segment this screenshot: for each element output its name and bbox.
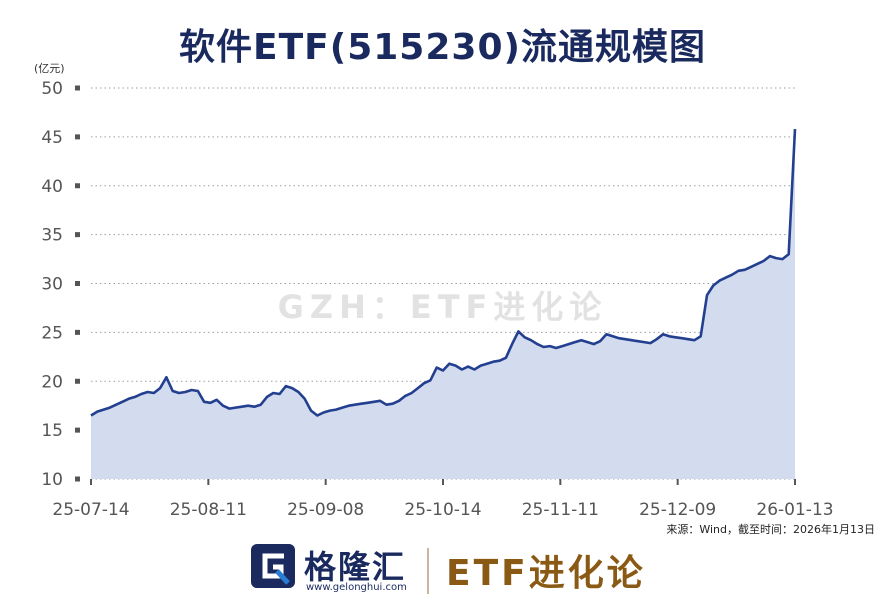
watermark-text: GZH：ETF进化论 — [277, 288, 608, 326]
gelonghui-logo-icon — [250, 543, 296, 589]
x-tick-label: 25-12-09 — [639, 500, 716, 520]
x-tick-label: 25-10-14 — [404, 500, 481, 520]
chart-canvas: 10 15 20 25 30 35 40 45 50 25-07-14 25-08-11 25-09… — [41, 79, 834, 520]
y-tick-mark — [75, 183, 80, 189]
y-tick-mark — [75, 427, 80, 433]
chart-title: 软件ETF(515230)流通规模图 — [179, 27, 706, 68]
y-tick-mark — [75, 232, 80, 238]
y-tick-mark — [75, 329, 80, 335]
y-tick-mark — [75, 476, 80, 482]
y-tick-mark — [75, 281, 80, 286]
series-line — [90, 129, 797, 417]
y-axis-ticks: 10 15 20 25 30 35 40 45 50 — [41, 79, 80, 490]
x-tick-label: 25-09-08 — [287, 500, 364, 520]
y-tick-label: 45 — [41, 128, 63, 148]
footer: 格隆汇 www.gelonghui.com ETF进化论 — [0, 540, 885, 600]
x-tick-label: 25-07-14 — [52, 500, 129, 520]
brand-url: www.gelonghui.com — [306, 582, 407, 593]
y-tick-label: 50 — [41, 79, 63, 99]
y-tick-label: 15 — [41, 421, 63, 441]
y-tick-label: 35 — [41, 226, 63, 246]
y-tick-mark — [75, 134, 80, 140]
y-tick-mark — [75, 85, 80, 91]
brand-name: 格隆汇 — [304, 548, 407, 586]
x-tick-label: 25-11-11 — [522, 500, 599, 520]
source-note: 来源：Wind，截至时间：2026年1月13日 — [666, 523, 875, 536]
etf-brand-name: ETF进化论 — [446, 553, 646, 594]
y-tick-label: 25 — [41, 323, 63, 343]
y-tick-label: 40 — [41, 177, 63, 197]
y-tick-mark — [75, 378, 80, 384]
x-axis-ticks: 25-07-14 25-08-11 25-09-08 25-10-14 25-11-11… — [52, 479, 834, 520]
footer-divider — [427, 548, 429, 594]
y-tick-label: 10 — [41, 470, 63, 490]
x-tick-label: 26-01-13 — [756, 500, 833, 520]
y-tick-label: 20 — [41, 372, 63, 392]
x-tick-label: 25-08-11 — [170, 500, 247, 520]
area-fill — [91, 129, 795, 479]
y-axis-unit-label: (亿元) — [34, 62, 65, 75]
y-tick-label: 30 — [41, 275, 63, 295]
